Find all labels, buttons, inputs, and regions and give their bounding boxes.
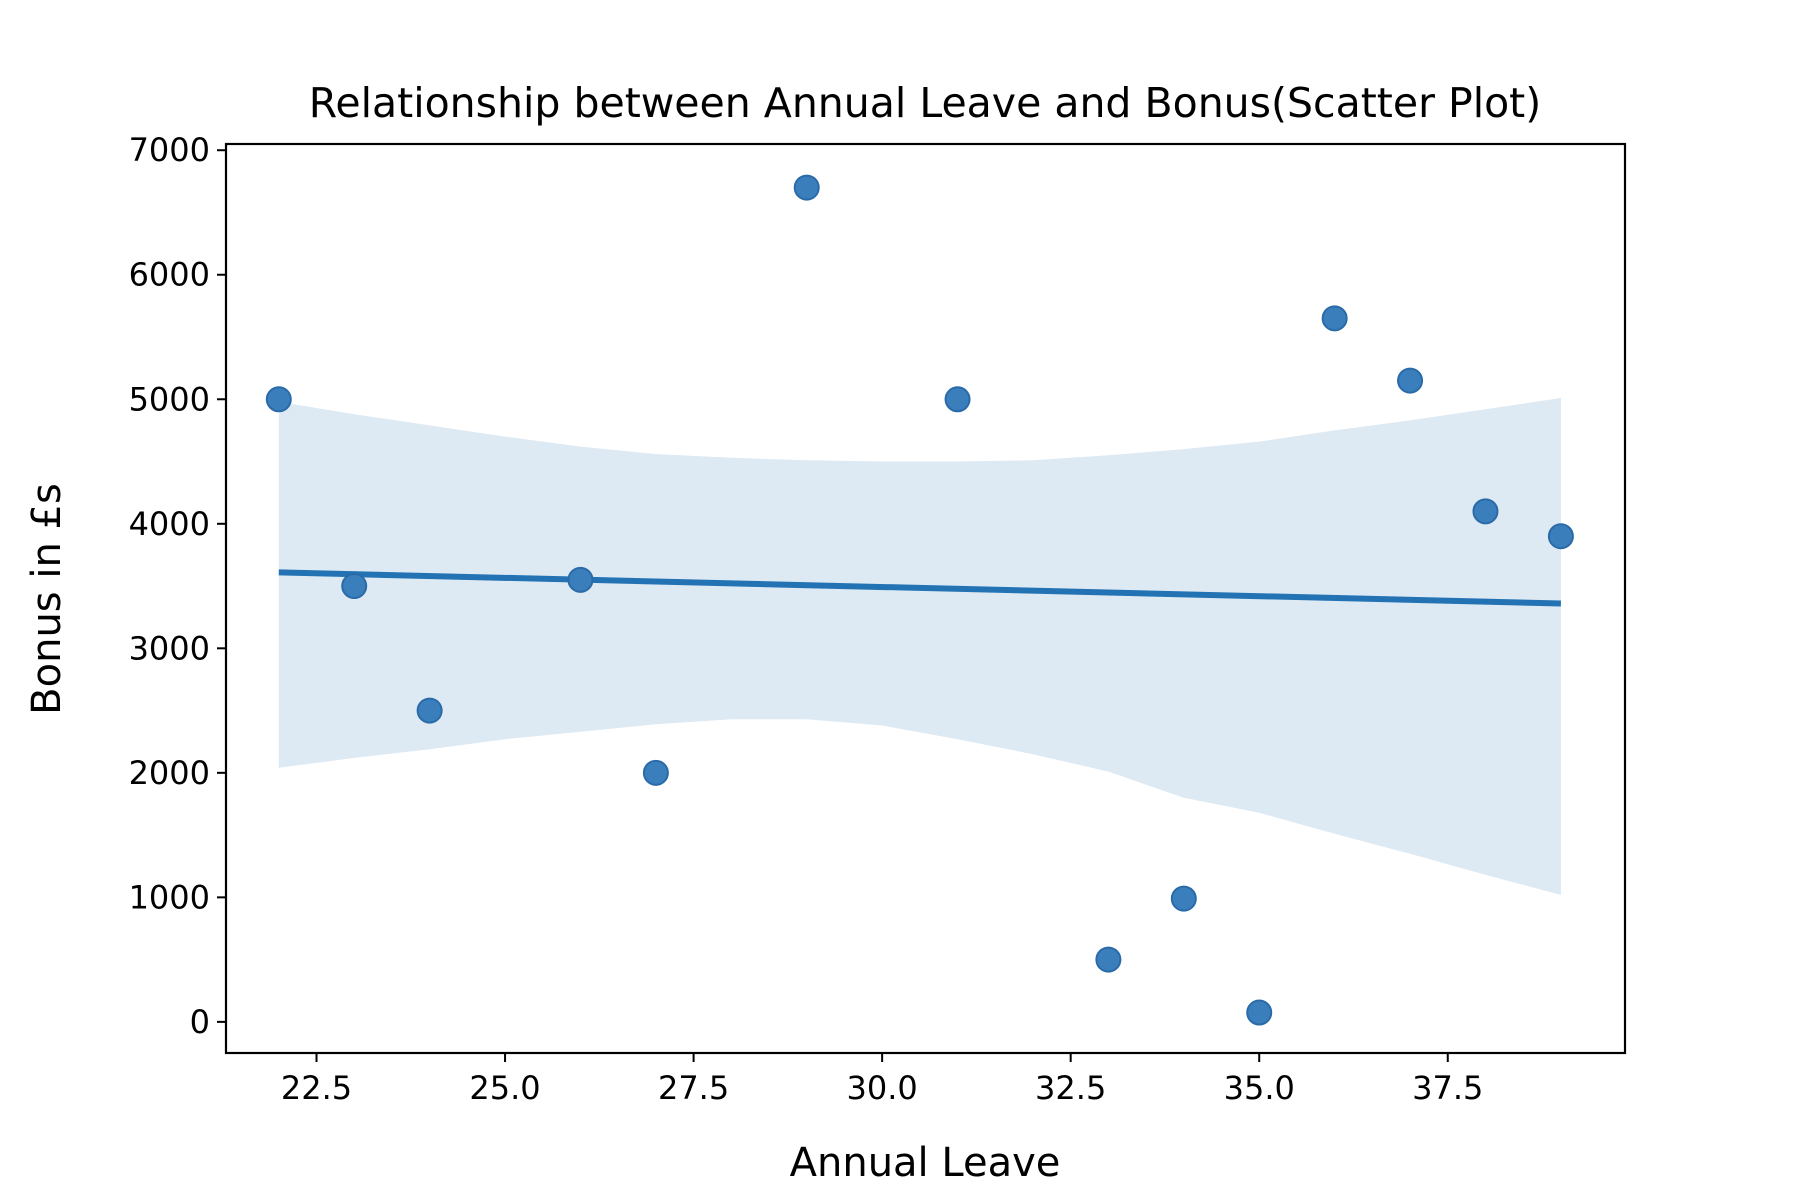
data-points	[265, 174, 1574, 1026]
y-tick-label: 0	[190, 1003, 210, 1041]
plot-frame	[224, 142, 1627, 1055]
data-point	[1472, 498, 1499, 525]
y-tick-label: 1000	[129, 878, 210, 916]
y-axis-ticks: 0 1000 2000 3000 4000 5000 6000 7000	[129, 131, 226, 1041]
y-tick-label: 7000	[129, 131, 210, 169]
x-tick-label: 27.5	[658, 1069, 729, 1107]
x-tick-label: 32.5	[1035, 1069, 1106, 1107]
y-tick-label: 4000	[129, 505, 210, 543]
y-tick-label: 6000	[129, 256, 210, 294]
data-point	[642, 759, 669, 786]
x-tick-label: 25.0	[469, 1069, 540, 1107]
data-point	[1246, 999, 1273, 1026]
y-tick-label: 2000	[129, 754, 210, 792]
x-axis-ticks: 22.5 25.0 27.5 30.0 32.5 35.0 37.5	[281, 1053, 1483, 1107]
data-point	[567, 566, 594, 593]
data-point	[793, 174, 820, 201]
chart-title: Relationship between Annual Leave and Bo…	[309, 79, 1542, 127]
data-point	[341, 573, 368, 600]
data-point	[1547, 523, 1574, 550]
data-point	[1095, 946, 1122, 973]
x-tick-label: 35.0	[1224, 1069, 1295, 1107]
y-tick-label: 5000	[129, 380, 210, 418]
x-tick-label: 30.0	[847, 1069, 918, 1107]
x-tick-label: 37.5	[1412, 1069, 1483, 1107]
regression-line	[278, 569, 1561, 607]
x-axis-label: Annual Leave	[790, 1140, 1061, 1186]
y-tick-label: 3000	[129, 629, 210, 667]
data-point	[1397, 367, 1424, 394]
data-point	[944, 386, 971, 413]
data-point	[1321, 305, 1348, 332]
confidence-band	[278, 398, 1561, 895]
x-tick-label: 22.5	[281, 1069, 352, 1107]
data-point	[1170, 885, 1197, 912]
y-axis-label: Bonus in £s	[24, 483, 70, 715]
data-point	[265, 386, 292, 413]
plot-area	[265, 174, 1574, 1026]
data-point	[416, 697, 443, 724]
